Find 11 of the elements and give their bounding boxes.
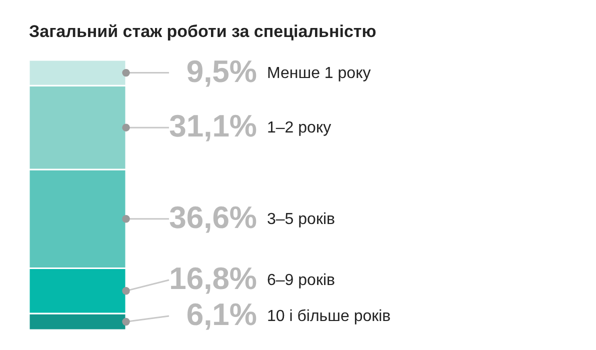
data-label: 9,5%	[186, 54, 257, 89]
text: 6–9 років	[267, 272, 335, 289]
text: Менше 1 року	[267, 64, 371, 82]
text: 3–5 років	[267, 210, 335, 228]
data-label: 36,6%	[169, 200, 257, 235]
data-label: 31,1%	[169, 108, 257, 144]
text: Загальний стаж роботи за спеціальністю	[29, 22, 376, 41]
data-label: 16,8%	[169, 261, 257, 296]
text: 10 і більше років	[267, 308, 391, 325]
data-label: 6,1%	[186, 297, 257, 332]
text: 1–2 року	[267, 120, 332, 137]
